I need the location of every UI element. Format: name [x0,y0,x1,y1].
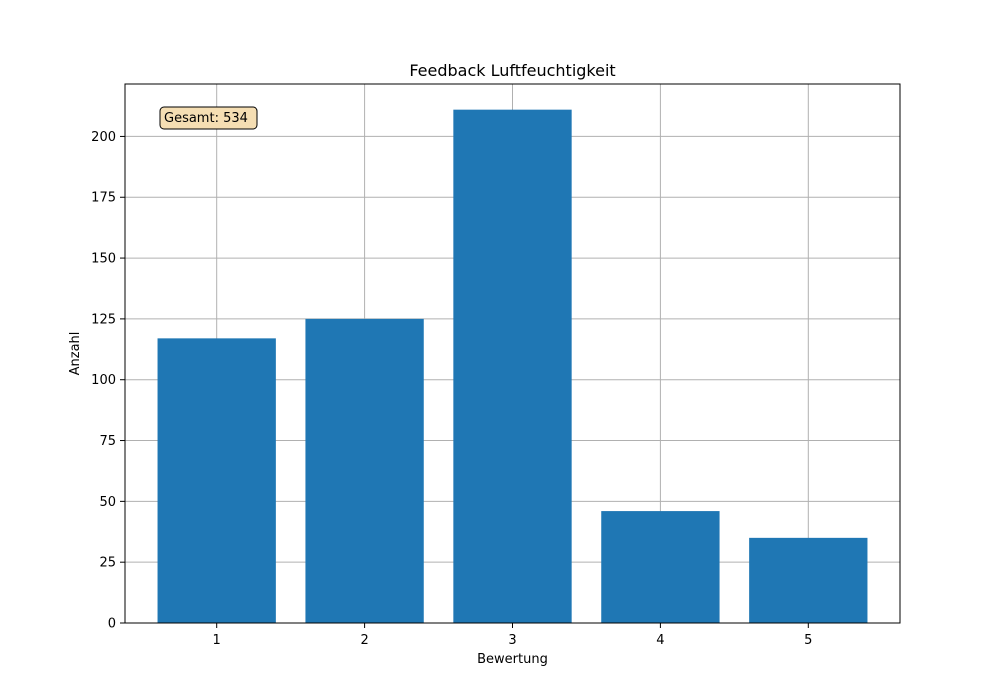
y-tick-label: 25 [99,556,116,571]
y-tick-label: 100 [91,373,116,388]
bar-3 [453,109,572,623]
x-tick-label: 5 [804,633,812,648]
y-tick-label: 125 [91,312,116,327]
bar-4 [601,511,720,623]
total-annotation-box [159,106,258,130]
bar-1 [157,338,276,623]
y-tick-label: 75 [99,434,116,449]
x-tick-label: 1 [213,633,221,648]
x-tick-label: 4 [656,633,664,648]
x-tick-label: 2 [360,633,368,648]
y-tick-label: 150 [91,252,116,267]
total-annotation: Gesamt: 534 [159,106,258,130]
y-tick-label: 0 [108,617,116,632]
x-axis-label: Bewertung [477,652,548,667]
y-tick-label: 175 [91,191,116,206]
y-tick-label: 50 [99,495,116,510]
bars [157,109,868,623]
y-tick-label: 200 [91,130,116,145]
x-tick-label: 3 [508,633,516,648]
bar-5 [749,537,868,623]
y-axis-label: Anzahl [68,332,83,376]
bar-2 [305,318,424,623]
total-annotation-text: Gesamt: 534 [164,111,248,126]
chart-title: Feedback Luftfeuchtigkeit [409,61,615,80]
